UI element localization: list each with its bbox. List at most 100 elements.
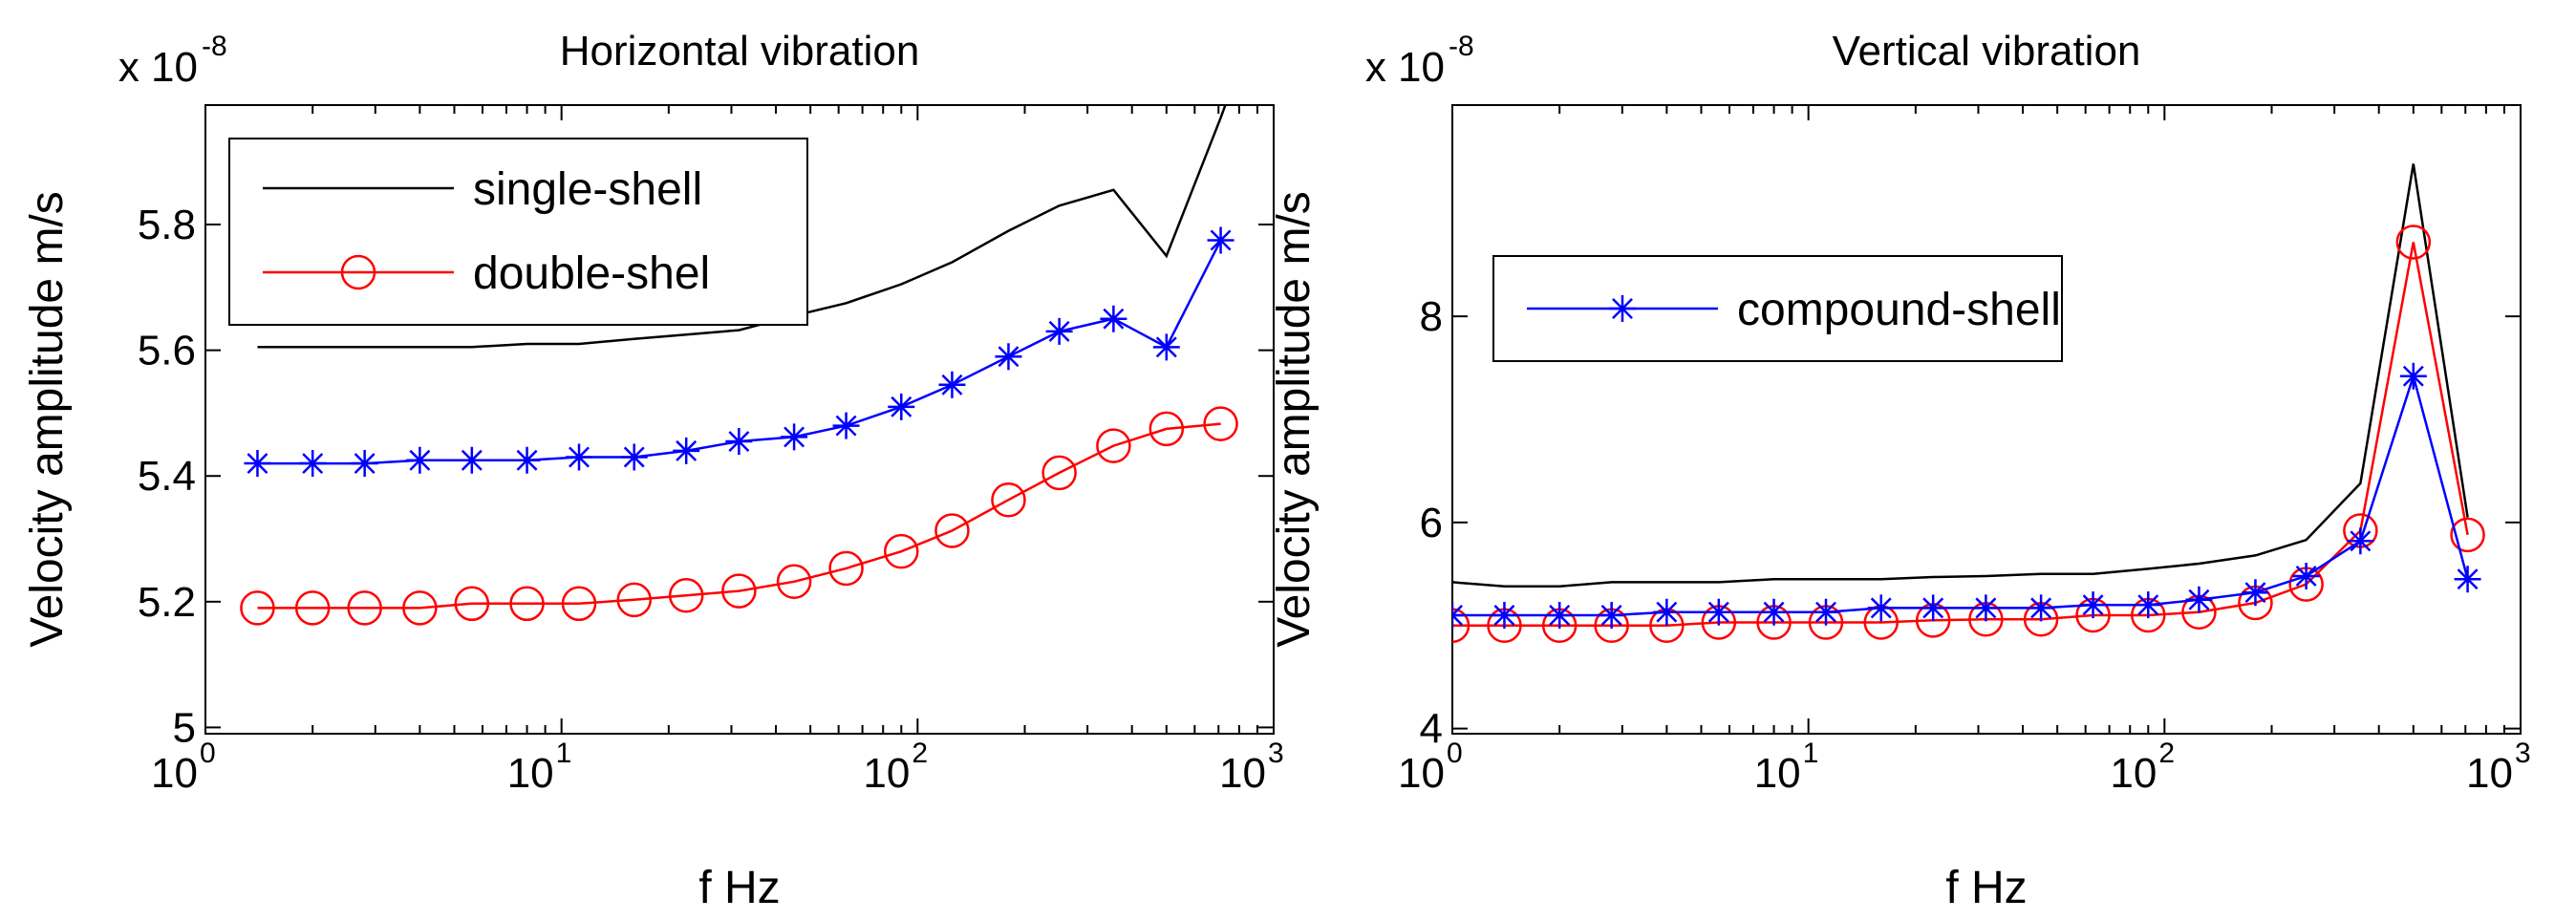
series-layer <box>240 105 1238 626</box>
data-point-double-shel <box>1203 406 1238 441</box>
chart-title: Vertical vibration <box>1833 28 2141 75</box>
data-point-compound-shell <box>1920 594 1947 622</box>
data-point-compound-shell <box>2185 586 2213 613</box>
data-point-double-shel <box>776 564 812 600</box>
data-point-compound-shell <box>888 393 915 420</box>
y-tick-label: 5.6 <box>138 328 196 374</box>
data-point-compound-shell <box>1491 601 1518 629</box>
data-point-compound-shell <box>1045 317 1073 345</box>
data-point-compound-shell <box>2454 566 2481 593</box>
data-point-compound-shell <box>1653 598 1681 626</box>
data-point-double-shel <box>402 590 438 626</box>
legend-label: single-shell <box>473 164 702 215</box>
x-tick-label-base: 10 <box>2466 750 2513 797</box>
data-point-compound-shell <box>566 443 593 471</box>
x-tick-label-exponent: 1 <box>556 738 572 769</box>
data-point-double-shel <box>509 586 545 622</box>
data-point-double-shel <box>454 586 490 622</box>
data-point-double-shel <box>828 550 864 587</box>
data-point-compound-shell <box>1972 594 2000 622</box>
x-tick-label-exponent: 1 <box>1803 738 1819 769</box>
legend-label: compound-shell <box>1737 285 2061 335</box>
legend-marker <box>1609 295 1636 322</box>
data-point-compound-shell <box>1705 598 1732 626</box>
data-point-compound-shell <box>620 443 648 471</box>
data-point-compound-shell <box>995 343 1022 371</box>
x-tick-label-exponent: 2 <box>912 738 928 769</box>
y-exponent-label: x 10 <box>118 44 198 91</box>
data-point-double-shel <box>1096 428 1131 463</box>
legend-marker <box>340 254 376 290</box>
data-point-compound-shell <box>1152 333 1180 361</box>
data-point-double-shel <box>991 481 1026 518</box>
y-tick-label: 5.8 <box>138 202 196 248</box>
x-tick-label-exponent: 0 <box>200 738 216 769</box>
data-point-compound-shell <box>1452 601 1466 629</box>
plot-frame <box>204 104 1275 735</box>
data-point-compound-shell <box>513 446 541 474</box>
data-point-compound-shell <box>673 437 700 464</box>
chart-title: Horizontal vibration <box>560 28 920 75</box>
data-point-double-shel <box>616 582 652 618</box>
y-axis-label: Velocity amplitude m/s <box>1269 191 1320 648</box>
data-point-double-shel <box>294 590 331 626</box>
data-point-compound-shell <box>2079 591 2107 619</box>
data-point-double-shel <box>2450 517 2485 553</box>
x-tick-label-base: 10 <box>1754 750 1801 797</box>
x-tick-label-base: 10 <box>863 750 910 797</box>
data-point-compound-shell <box>1207 226 1234 254</box>
data-point-compound-shell <box>1760 598 1788 626</box>
data-point-double-shel <box>934 513 970 548</box>
data-point-double-shel <box>1452 608 1470 643</box>
legend-label: double-shel <box>473 248 710 299</box>
y-tick-label: 8 <box>1420 293 1443 340</box>
data-point-double-shel <box>561 586 597 622</box>
data-point-compound-shell <box>2292 562 2320 589</box>
data-point-compound-shell <box>458 446 485 474</box>
data-point-compound-shell <box>781 423 808 451</box>
data-point-compound-shell <box>2399 362 2427 390</box>
horizontal-vibration-panel: 10 0 10 1 10 2 10 355.25.45.65.8x 10 -8 Horizonta… <box>22 28 1284 913</box>
series-line-double-shel <box>1452 242 2469 627</box>
data-point-compound-shell <box>2242 579 2269 607</box>
data-point-compound-shell <box>1813 598 1840 626</box>
data-point-compound-shell <box>1598 601 1625 629</box>
y-tick-label: 5 <box>173 704 196 751</box>
x-axis-label: f Hz <box>698 863 780 913</box>
y-exponent-superscript: -8 <box>202 31 227 62</box>
legend-box <box>228 138 808 326</box>
y-tick-label: 5.4 <box>138 453 196 500</box>
data-point-compound-shell <box>299 450 327 478</box>
data-point-compound-shell <box>1100 305 1127 332</box>
data-point-compound-shell <box>2347 527 2374 555</box>
data-point-compound-shell <box>244 450 271 478</box>
x-tick-label-exponent: 3 <box>1268 738 1284 769</box>
x-tick-label-base: 10 <box>1398 750 1445 797</box>
plot-frame <box>1451 104 2522 735</box>
x-tick-label-base: 10 <box>2110 750 2157 797</box>
data-point-double-shel <box>1148 411 1185 447</box>
data-point-double-shel <box>1041 455 1077 491</box>
y-exponent-superscript: -8 <box>1449 31 1474 62</box>
x-tick-label-base: 10 <box>1219 750 1266 797</box>
data-point-compound-shell <box>2028 594 2055 622</box>
y-tick-label: 6 <box>1420 500 1443 546</box>
series-layer <box>1452 163 2485 643</box>
data-point-compound-shell <box>725 428 753 456</box>
series-line-single-shell <box>1452 163 2469 588</box>
data-point-compound-shell <box>938 371 966 398</box>
data-point-compound-shell <box>2135 591 2162 619</box>
data-point-compound-shell <box>1546 601 1574 629</box>
x-tick-label-exponent: 3 <box>2515 738 2531 769</box>
data-point-double-shel <box>347 590 382 626</box>
y-tick-label: 4 <box>1420 706 1443 753</box>
series-line-compound-shell <box>1452 372 2469 617</box>
y-axis-label: Velocity amplitude m/s <box>22 191 73 648</box>
data-point-compound-shell <box>406 446 434 474</box>
data-point-double-shel <box>721 573 757 609</box>
data-point-double-shel <box>2395 225 2432 260</box>
x-tick-label-base: 10 <box>507 750 554 797</box>
y-exponent-label: x 10 <box>1365 44 1445 91</box>
